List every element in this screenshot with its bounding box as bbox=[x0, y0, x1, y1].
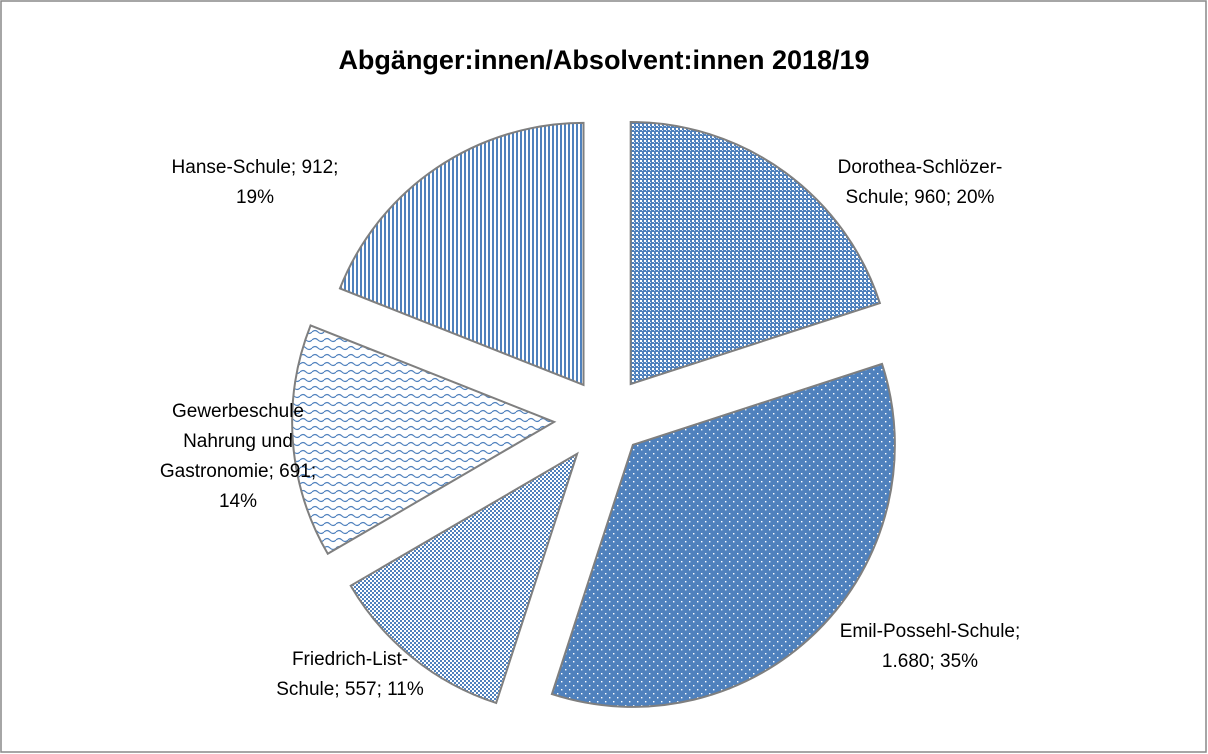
data-label-line: Nahrung und bbox=[183, 431, 293, 452]
pie-slice bbox=[550, 362, 896, 708]
data-label-line: Dorothea-Schlözer- bbox=[838, 157, 1003, 178]
data-label-line: Schule; 960; 20% bbox=[846, 187, 995, 208]
pie-slice bbox=[629, 121, 882, 386]
data-label: Dorothea-Schlözer- Schule; 960; 20% bbox=[838, 157, 1003, 208]
data-label-line: Hanse-Schule; 912; bbox=[172, 157, 339, 178]
chart-title: Abgänger:innen/Absolvent:innen 2018/19 bbox=[338, 45, 869, 75]
pie-slice bbox=[338, 121, 585, 387]
data-label-line: Gewerbeschule bbox=[172, 401, 304, 422]
data-label-line: 1.680; 35% bbox=[882, 651, 978, 672]
data-label: Hanse-Schule; 912; 19% bbox=[172, 157, 339, 208]
pie-slice bbox=[291, 324, 557, 556]
data-label-line: Friedrich-List- bbox=[292, 649, 408, 670]
pie-slice bbox=[349, 451, 579, 705]
data-label-line: 19% bbox=[236, 187, 274, 208]
data-label: Gewerbeschule Nahrung und Gastronomie; 691… bbox=[160, 401, 316, 512]
data-label-line: 14% bbox=[219, 491, 257, 512]
data-label-line: Gastronomie; 691; bbox=[160, 461, 316, 482]
data-label: Emil-Possehl-Schule; 1.680; 35% bbox=[840, 621, 1021, 672]
data-label: Friedrich-List- Schule; 557; 11% bbox=[276, 649, 424, 700]
data-label-line: Schule; 557; 11% bbox=[276, 679, 424, 700]
data-label-line: Emil-Possehl-Schule; bbox=[840, 621, 1021, 642]
